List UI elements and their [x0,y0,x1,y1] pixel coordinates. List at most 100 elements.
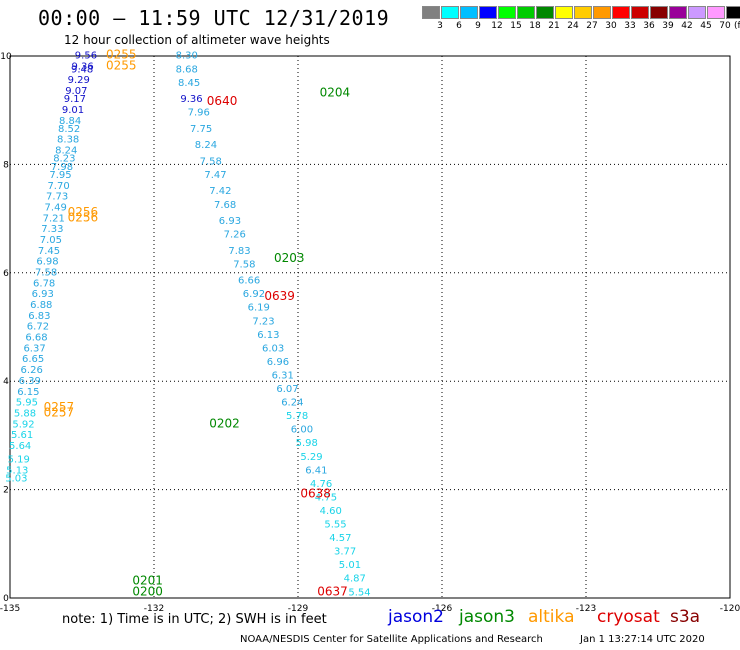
color-swatch [441,6,459,19]
wave-height-point: 5.19 [8,455,30,466]
color-swatch [688,6,706,19]
wave-height-point: 5.98 [296,438,318,449]
wave-height-point: 6.00 [291,425,313,436]
wave-height-point: 6.24 [281,398,303,409]
wave-height-point: 7.23 [252,316,274,327]
pass-time-label: 0255 [106,48,137,62]
x-tick-label: -129 [288,604,309,614]
wave-height-point: 8.68 [176,64,198,75]
pass-time-label: 0638 [300,487,331,501]
wave-height-point: 5.29 [300,452,322,463]
y-tick-label: 8 [3,160,9,170]
wave-height-point: 6.88 [30,300,52,311]
legend-jason2: jason2 [388,607,444,627]
color-scale-label: 42 [681,21,693,31]
wave-height-point: 7.05 [40,235,62,246]
wave-height-point: 6.31 [272,370,294,381]
wave-height-point: 8.23 [53,154,75,165]
legend-altika: altika [528,607,575,627]
wave-height-point: 5.01 [339,560,361,571]
chart-title: 00:00 – 11:59 UTC 12/31/2019 [38,6,390,30]
color-scale-label: 15 [510,21,522,31]
wave-height-point: 7.96 [188,108,210,119]
color-swatch [574,6,592,19]
pass-time-label: 0256 [68,210,99,224]
wave-height-point: 7.21 [43,213,65,224]
pass-time-label: 0203 [274,251,305,265]
wave-height-point: 6.96 [267,357,289,368]
legend-cryosat: cryosat [597,607,660,627]
pass-time-label: 0255 [106,59,137,73]
wave-height-point: 8.24 [195,140,217,151]
wave-height-point: 7.95 [49,170,71,181]
wave-height-point: 5.78 [286,411,308,422]
color-swatch [536,6,554,19]
wave-height-point: 7.70 [47,181,69,192]
wave-height-point: 5.13 [6,465,28,476]
color-swatch [498,6,516,19]
wave-height-point: 7.73 [46,192,68,203]
footer-note: note: 1) Time is in UTC; 2) SWH is in fe… [62,612,327,627]
color-scale-label: 24 [567,21,579,31]
color-swatch [479,6,497,19]
color-swatch [422,6,440,19]
color-scale-label: 3 [437,21,443,31]
color-scale-label: 36 [643,21,655,31]
x-tick-label: -123 [576,604,596,614]
color-scale-label: 33 [624,21,636,31]
wave-height-point: 8.84 [59,116,81,127]
color-scale-unit: (ft) [734,21,740,31]
color-swatch [460,6,478,19]
wave-height-point: 6.03 [262,343,284,354]
wave-height-point: 7.58 [35,268,57,279]
pass-time-label: 0637 [317,584,348,598]
y-tick-label: 2 [3,486,9,496]
wave-height-point: 7.49 [45,202,67,213]
color-swatch [631,6,649,19]
pass-time-label: 0257 [44,405,75,419]
legend-s3a: s3a [670,607,701,627]
wave-height-point: 6.07 [276,384,298,395]
pass-time-label: 0639 [264,289,295,303]
wave-height-point: 6.26 [21,365,43,376]
color-swatch [650,6,668,19]
color-swatch [593,6,611,19]
wave-height-point: 6.72 [27,322,49,333]
color-scale-label: 27 [586,21,598,31]
color-scale-label: 45 [700,21,712,31]
pass-time-label: 0257 [44,400,75,414]
wave-height-point: 9.17 [64,94,86,105]
color-scale-label: 6 [456,21,462,31]
pass-time-label: 0202 [209,416,240,430]
wave-height-point: 7.42 [209,186,231,197]
legend-jason3: jason3 [459,607,515,627]
pass-time-label: 0640 [207,94,238,108]
wave-height-point: 6.98 [36,257,58,268]
x-tick-label: -126 [432,604,453,614]
wave-height-point: 6.15 [17,387,39,398]
pass-time-label: 0204 [320,86,351,100]
wave-height-point: 7.75 [190,124,212,135]
wave-height-point: 9.36 [180,94,202,105]
wave-height-point: 4.75 [315,492,337,503]
y-tick-label: 10 [0,52,12,62]
wave-height-point: 5.54 [348,587,370,598]
wave-height-point: 6.78 [33,278,55,289]
color-swatch [726,6,740,19]
wave-height-point: 7.45 [38,246,60,257]
wave-height-point: 8.38 [57,135,79,146]
color-swatch [517,6,535,19]
color-scale-label: 9 [475,21,481,31]
y-tick-label: 0 [3,594,9,604]
color-scale-label: 21 [548,21,560,31]
wave-height-point: 5.64 [9,441,31,452]
wave-height-point: 4.60 [320,506,342,517]
wave-height-point: 6.13 [257,330,279,341]
wave-height-point: 7.58 [233,259,255,270]
wave-height-point: 7.33 [41,224,63,235]
wave-height-point: 4.57 [329,533,351,544]
wave-height-point: 9.36 [71,62,93,73]
color-scale-label: 39 [662,21,674,31]
x-tick-label: -135 [0,604,20,614]
